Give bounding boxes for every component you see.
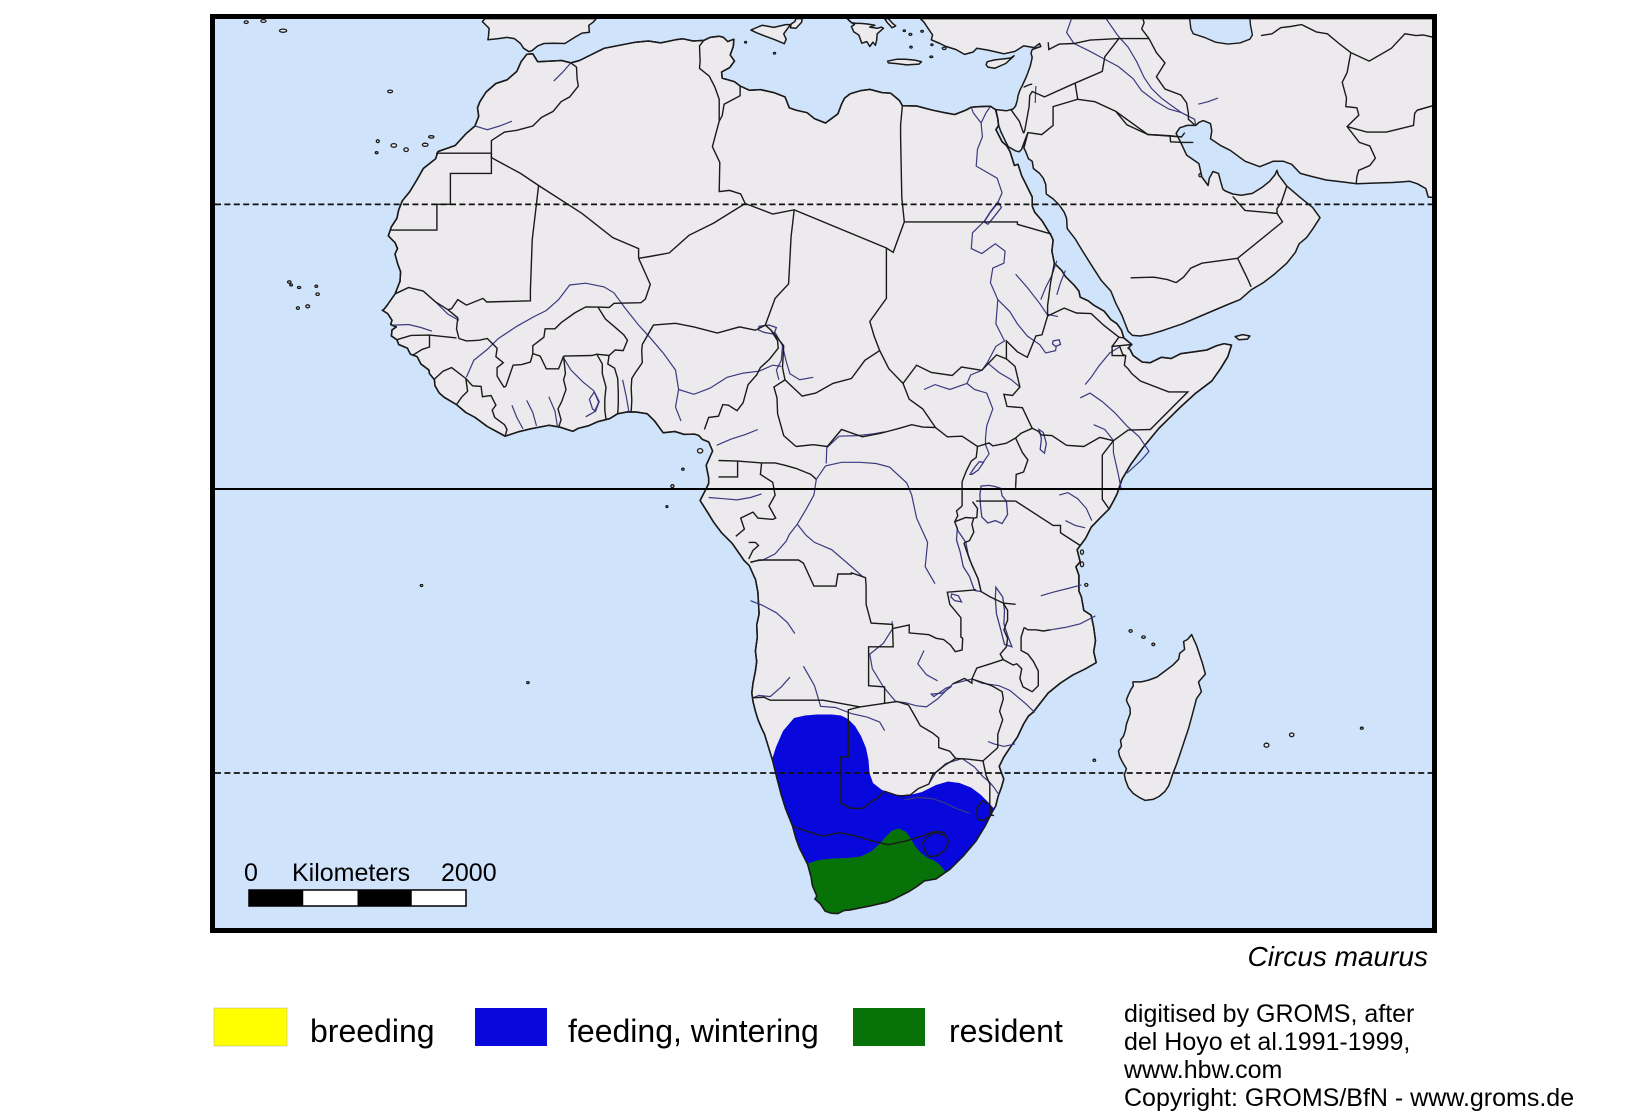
svg-text:www.hbw.com: www.hbw.com <box>1123 1056 1282 1084</box>
svg-text:breeding: breeding <box>310 1013 435 1049</box>
svg-text:2000: 2000 <box>441 859 497 887</box>
svg-text:del Hoyo et al.1991-1999,: del Hoyo et al.1991-1999, <box>1124 1028 1410 1056</box>
svg-text:feeding, wintering: feeding, wintering <box>568 1013 819 1049</box>
svg-text:digitised by GROMS, after: digitised by GROMS, after <box>1124 1000 1414 1028</box>
svg-text:Circus maurus: Circus maurus <box>1248 941 1428 972</box>
svg-text:resident: resident <box>949 1013 1063 1049</box>
svg-text:Kilometers: Kilometers <box>292 859 410 887</box>
svg-text:Copyright: GROMS/BfN - www.gro: Copyright: GROMS/BfN - www.groms.de <box>1124 1084 1574 1112</box>
svg-text:0: 0 <box>244 859 258 887</box>
